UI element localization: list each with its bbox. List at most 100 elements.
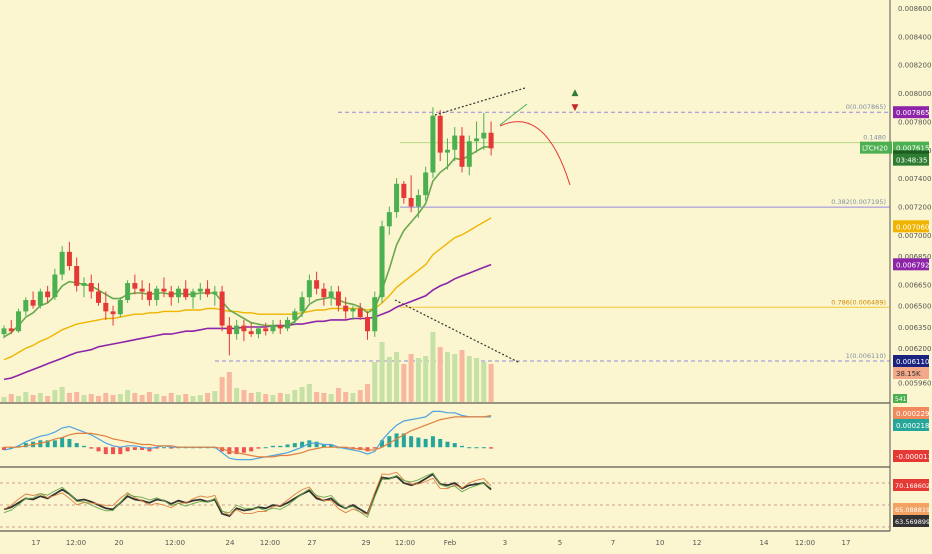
volume-bar xyxy=(415,358,421,402)
price-label: 0.006110 xyxy=(896,358,929,366)
fib-level-label: 1(0.006110) xyxy=(846,352,886,360)
time-tick-label: 20 xyxy=(115,539,124,547)
symbol-tag: LTCH20 xyxy=(862,145,888,153)
macd-histogram-bar xyxy=(321,444,326,448)
time-tick-label: 27 xyxy=(308,539,317,547)
volume-bar xyxy=(285,394,291,402)
volume-bar xyxy=(488,364,494,402)
macd-histogram-bar xyxy=(147,447,152,452)
rsi-line xyxy=(3,473,492,518)
macd-histogram-bar xyxy=(452,443,457,448)
volume-bar xyxy=(37,393,43,402)
macd-label-bg xyxy=(893,419,929,431)
fib-level-label: 0.1480 xyxy=(863,134,886,142)
macd-histogram-bar xyxy=(409,436,414,448)
macd-histogram-bar xyxy=(445,441,450,448)
candle-body xyxy=(314,280,320,289)
volume-bar xyxy=(255,392,261,402)
volume-small-label-bg xyxy=(893,394,907,403)
volume-bar xyxy=(365,384,370,402)
fib-level-label: 0.382(0.007195) xyxy=(831,198,886,206)
volume-bar xyxy=(292,390,298,402)
price-tick-label: 0.006200 xyxy=(898,345,931,353)
price-tick-label: 0.007200 xyxy=(898,203,931,211)
candle-body xyxy=(146,291,152,301)
rsi-label-bg xyxy=(893,503,929,515)
time-tick-label: 12:00 xyxy=(395,539,415,547)
volume-bar xyxy=(474,358,480,402)
macd-histogram-bar xyxy=(111,447,116,455)
macd-histogram-bar xyxy=(161,447,166,449)
macd-histogram-bar xyxy=(314,441,319,448)
volume-bar xyxy=(132,393,138,402)
volume-bar xyxy=(161,396,167,402)
volume-bar xyxy=(466,356,472,402)
macd-histogram-bar xyxy=(416,437,421,448)
volume-bar xyxy=(139,395,145,402)
volume-bar xyxy=(52,390,58,402)
price-tick-label: 0.007000 xyxy=(898,232,931,240)
candle-body xyxy=(466,141,472,167)
volume-bar xyxy=(81,395,87,402)
candle-body xyxy=(161,288,167,292)
macd-histogram-bar xyxy=(23,443,28,448)
macd-histogram-bar xyxy=(125,447,130,452)
volume-bar xyxy=(88,394,94,402)
volume-bar xyxy=(66,393,72,402)
price-tick-label: 0.006650 xyxy=(898,281,931,289)
candle-body xyxy=(488,132,494,149)
price-label: 0.006792 xyxy=(896,261,929,269)
macd-histogram-bar xyxy=(380,440,385,448)
candle-body xyxy=(423,172,429,196)
price-label: 0.007060 xyxy=(896,223,929,231)
candle-body xyxy=(285,319,291,329)
volume-bar xyxy=(205,393,211,402)
volume-bar xyxy=(314,392,320,402)
volume-bar xyxy=(212,391,218,402)
time-tick-label: 24 xyxy=(226,539,235,547)
macd-histogram-bar xyxy=(154,447,159,449)
fib-level-label: 0(0.007865) xyxy=(846,103,886,111)
candle-body xyxy=(430,115,436,173)
rsi-label: 63.569899 xyxy=(895,518,930,526)
macd-histogram-bar xyxy=(52,440,57,448)
volume-bar xyxy=(444,352,450,402)
volume-bar xyxy=(372,362,378,402)
volume-bar xyxy=(168,393,174,402)
macd-histogram-bar xyxy=(234,447,239,455)
candle-body xyxy=(139,288,145,292)
candle-body xyxy=(1,328,7,335)
symbol-tag-bg xyxy=(860,141,892,154)
time-tick-label: 12:00 xyxy=(66,539,86,547)
time-tick-label: 12 xyxy=(693,539,702,547)
candle-body xyxy=(66,251,72,267)
volume-bar xyxy=(117,394,123,402)
candle-body xyxy=(30,300,36,306)
price-tick-label: 0.006500 xyxy=(898,303,931,311)
macd-label: 0.000218 xyxy=(896,422,929,430)
candle-body xyxy=(343,305,349,312)
macd-histogram-bar xyxy=(350,447,355,449)
price-label: 0.007615 xyxy=(896,145,929,153)
candle-body xyxy=(306,280,312,298)
macd-histogram-bar xyxy=(300,441,305,448)
volume-bar xyxy=(437,347,443,402)
candle-body xyxy=(292,311,298,320)
volume-bar xyxy=(321,393,327,402)
macd-histogram-bar xyxy=(118,447,123,455)
volume-bar xyxy=(408,354,414,402)
volume-bar xyxy=(125,390,131,402)
rsi-label: 65.088819 xyxy=(895,506,930,514)
volume-bar xyxy=(423,356,429,402)
trendline-support xyxy=(394,299,521,364)
volume-bar xyxy=(59,387,65,402)
volume-bar xyxy=(299,387,305,402)
time-tick-label: 12:00 xyxy=(795,539,815,547)
macd-histogram-bar xyxy=(292,443,297,448)
macd-histogram-bar xyxy=(263,447,268,449)
volume-bar xyxy=(219,377,225,402)
macd-histogram-bar xyxy=(430,436,435,448)
candle-body xyxy=(474,138,480,142)
candle-body xyxy=(437,115,443,153)
volume-bar xyxy=(328,394,334,402)
